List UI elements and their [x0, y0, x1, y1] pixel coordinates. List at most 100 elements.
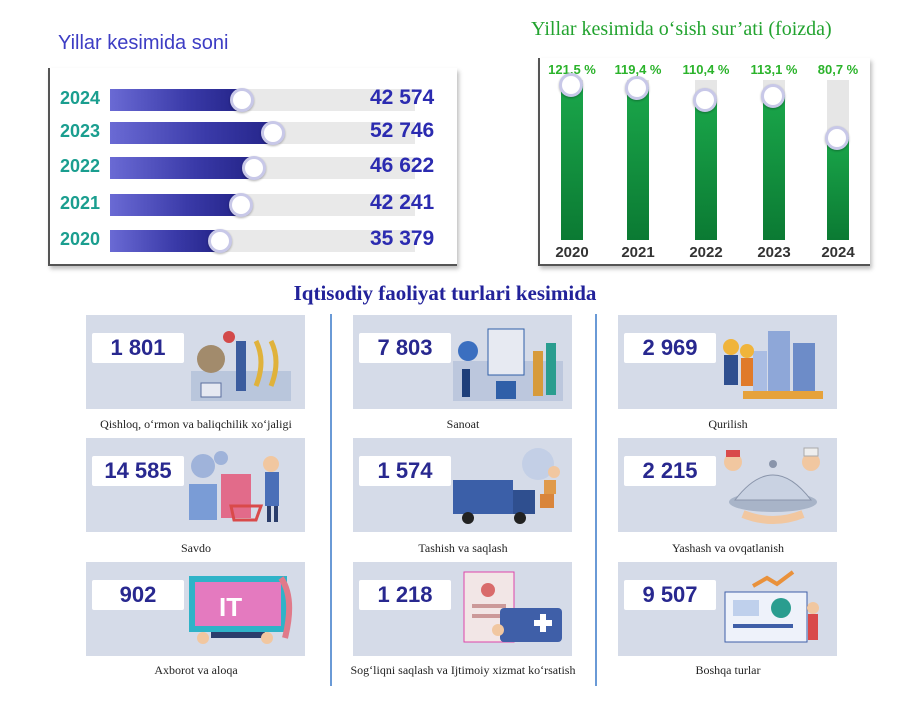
bar-track: [110, 156, 415, 180]
year-label: 2020: [60, 229, 101, 249]
year-label: 2024: [60, 88, 101, 108]
activity-card: 9 507: [618, 562, 837, 656]
bar: [110, 230, 218, 252]
year-label: 2023: [757, 244, 791, 261]
value-label: 42 241: [370, 191, 435, 214]
year-label: 2022: [689, 244, 723, 261]
bar-track: [110, 193, 415, 217]
agriculture-icon: [191, 331, 291, 401]
bar-row: 2022 46 622: [50, 154, 457, 180]
bar: [627, 87, 649, 240]
bar: [561, 84, 583, 240]
value-label: 110,4 %: [682, 62, 730, 77]
activity-label: Tashish va saqlash: [418, 541, 508, 555]
activity-card: 1 574: [353, 438, 572, 532]
left-chart-title: Yillar kesimida soni: [58, 32, 229, 54]
year-label: 2021: [60, 193, 101, 213]
food-service-icon: [724, 447, 820, 524]
right-chart-title: Yillar kesimida o‘sish sur’ati (foizda): [531, 18, 832, 40]
year-label: 2020: [555, 244, 589, 261]
year-label: 2021: [621, 244, 655, 261]
value-label: 121,5 %: [548, 62, 596, 77]
activity-label: Boshqa turlar: [695, 663, 761, 677]
left-bar-chart: 2024 42 574 2023 52 746 2022 46 622 2021 42 241…: [48, 68, 457, 266]
bar-track: [693, 80, 717, 240]
activity-card: 902 IT: [86, 562, 305, 656]
value-label: 80,7 %: [817, 62, 859, 77]
value-label: 46 622: [370, 154, 435, 177]
it-icon: IT: [189, 576, 293, 644]
year-label: 2023: [60, 121, 101, 141]
activity-label: Sog‘liqni saqlash va Ijtimoiy xizmat ko‘…: [350, 663, 576, 677]
activity-card: 7 803: [353, 315, 572, 409]
bar-end-marker: [242, 156, 266, 180]
bar-end-marker: [625, 76, 649, 100]
bar-row: 2021 42 241: [50, 191, 457, 217]
other-analytics-icon: [724, 570, 819, 643]
bar-track: [625, 76, 649, 240]
activity-label: Savdo: [181, 541, 211, 555]
bar-track: [825, 80, 849, 240]
activity-count: 14 585: [92, 456, 184, 486]
bar: [763, 95, 785, 240]
shopping-icon: [189, 451, 279, 522]
construction-icon: [723, 331, 823, 399]
bar-end-marker: [261, 121, 285, 145]
column-divider: [595, 314, 597, 686]
activity-count: 7 803: [359, 333, 451, 363]
bar-track: [110, 229, 415, 253]
activity-label: Qishloq, o‘rmon va baliqchilik xo‘jaligi: [100, 417, 292, 431]
industry-icon: [453, 328, 563, 401]
activity-card: 2 969: [618, 315, 837, 409]
bar-track: [110, 88, 415, 112]
bar-column: 121,5 % 2020: [542, 58, 602, 264]
activity-card: 1 218: [353, 562, 572, 656]
activity-card: 2 215: [618, 438, 837, 532]
bar-end-marker: [229, 193, 253, 217]
bar: [110, 194, 239, 216]
right-bar-chart: 121,5 % 2020 119,4 % 2021 110,4 % 2022 113,1 %…: [538, 58, 870, 266]
section-title: Iqtisodiy faoliyat turlari kesimida: [293, 281, 597, 305]
year-label: 2022: [60, 156, 101, 176]
activity-label: Yashash va ovqatlanish: [671, 541, 785, 555]
activity-label: Sanoat: [446, 417, 480, 431]
activity-count: 2 215: [624, 456, 716, 486]
bar: [827, 137, 849, 240]
bar-column: 113,1 % 2023: [744, 58, 804, 264]
value-label: 119,4 %: [614, 62, 662, 77]
bar: [110, 122, 271, 144]
activity-count: 902: [92, 580, 184, 610]
bar-end-marker: [825, 126, 849, 150]
bar-track: [559, 73, 583, 240]
activity-label: Axborot va aloqa: [154, 663, 238, 677]
activity-card: 1 801: [86, 315, 305, 409]
bar: [110, 157, 252, 179]
healthcare-icon: [463, 571, 562, 643]
value-label: 113,1 %: [750, 62, 798, 77]
bar-end-marker: [230, 88, 254, 112]
bar-end-marker: [208, 229, 232, 253]
bar-row: 2024 42 574: [50, 86, 457, 112]
value-label: 52 746: [370, 119, 435, 142]
bar-column: 119,4 % 2021: [608, 58, 668, 264]
bar: [695, 99, 717, 240]
svg-text:IT: IT: [219, 592, 242, 622]
value-label: 42 574: [370, 86, 435, 109]
bar-column: 80,7 % 2024: [808, 58, 868, 264]
bar-track: [761, 80, 785, 240]
activity-count: 9 507: [624, 580, 716, 610]
activity-count: 1 218: [359, 580, 451, 610]
activity-count: 1 801: [92, 333, 184, 363]
activity-count: 2 969: [624, 333, 716, 363]
activity-count: 1 574: [359, 456, 451, 486]
value-label: 35 379: [370, 227, 435, 250]
bar-end-marker: [761, 84, 785, 108]
activity-label: Qurilish: [708, 417, 748, 431]
bar-track: [110, 121, 415, 145]
year-label: 2024: [821, 244, 855, 261]
bar-row: 2020 35 379: [50, 227, 457, 253]
logistics-icon: [453, 448, 560, 524]
column-divider: [330, 314, 332, 686]
bar-end-marker: [559, 73, 583, 97]
activity-card: 14 585: [86, 438, 305, 532]
